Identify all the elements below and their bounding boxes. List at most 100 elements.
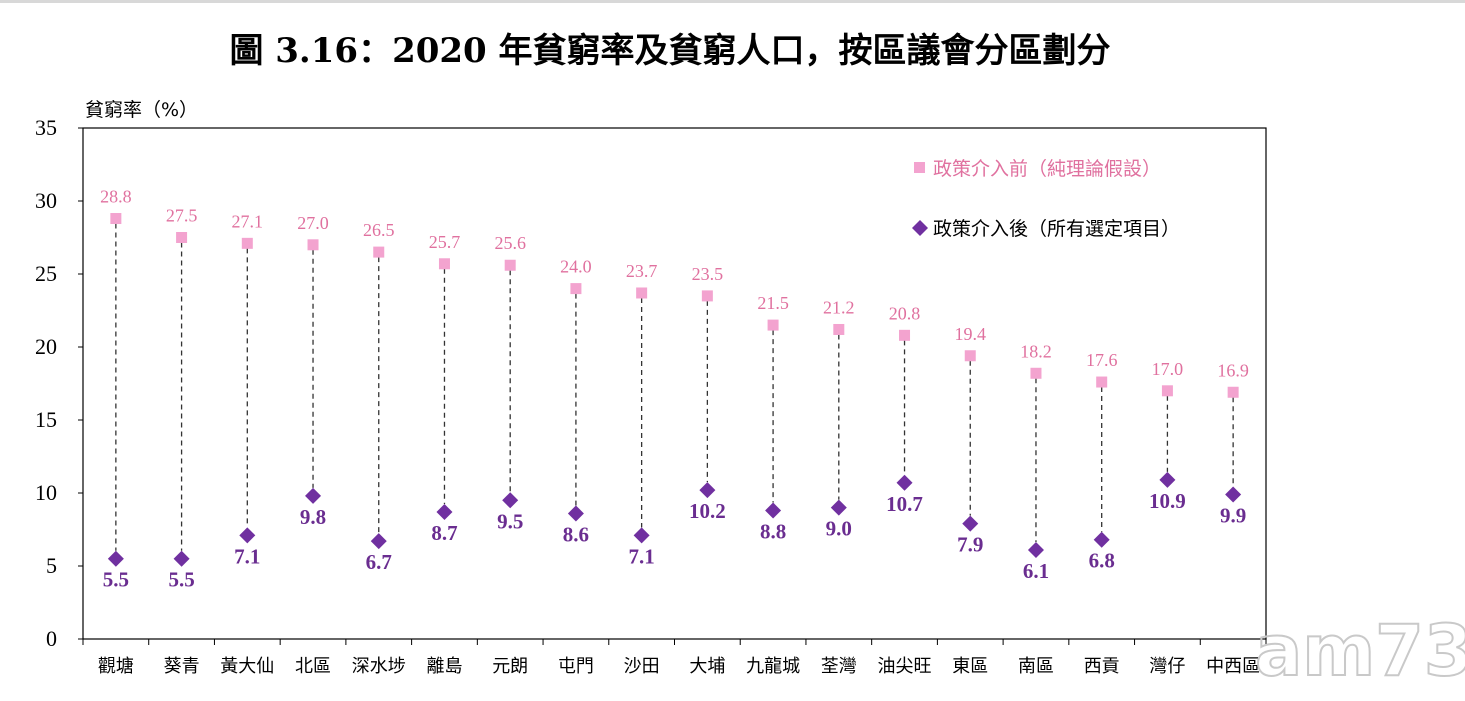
- before-value-label: 21.5: [757, 293, 789, 313]
- before-value-label: 17.6: [1086, 350, 1118, 370]
- before-square-marker: [767, 319, 779, 331]
- before-square-marker: [636, 287, 648, 299]
- after-diamond-marker: [1159, 471, 1176, 488]
- after-diamond-marker: [633, 527, 650, 544]
- x-tick-label: 西貢: [1084, 656, 1120, 677]
- before-square-marker: [438, 258, 450, 270]
- after-diamond-marker: [830, 499, 847, 516]
- after-diamond-marker: [239, 527, 256, 544]
- chart-title: 圖 3.16：2020 年貧窮率及貧窮人口，按區議會分區劃分: [229, 31, 1110, 71]
- after-value-label: 9.5: [497, 509, 523, 533]
- before-square-marker: [833, 323, 845, 335]
- before-square-marker: [1096, 376, 1108, 388]
- after-diamond-marker: [765, 502, 782, 519]
- before-square-marker: [504, 259, 516, 271]
- y-tick-label: 15: [35, 407, 57, 432]
- x-tick-label: 北區: [295, 656, 331, 677]
- x-tick-label: 深水埗: [352, 656, 406, 677]
- after-diamond-marker: [699, 482, 716, 499]
- after-diamond-marker: [962, 515, 979, 532]
- x-tick-label: 元朗: [492, 656, 528, 677]
- after-value-label: 8.7: [431, 521, 457, 545]
- after-diamond-marker: [567, 505, 584, 522]
- before-value-label: 24.0: [560, 257, 592, 277]
- before-series: 28.8 27.5 27.1 27.0 26.5 25.7 25.6 24.0 23.7 23.5…: [100, 187, 1249, 398]
- legend-square-marker: [914, 162, 925, 173]
- before-value-label: 21.2: [823, 297, 855, 317]
- x-tick-label: 灣仔: [1149, 656, 1185, 677]
- y-tick-label: 25: [35, 261, 57, 286]
- before-value-label: 25.7: [429, 232, 461, 252]
- after-value-label: 6.8: [1089, 549, 1115, 573]
- after-value-label: 10.2: [689, 499, 726, 523]
- y-tick-label: 10: [35, 480, 57, 505]
- after-diamond-marker: [1027, 541, 1044, 558]
- before-square-marker: [701, 290, 713, 302]
- after-value-label: 8.8: [760, 520, 786, 544]
- after-value-label: 9.9: [1220, 503, 1246, 527]
- before-value-label: 23.7: [626, 261, 658, 281]
- x-tick-label: 黃大仙: [220, 656, 274, 677]
- after-value-label: 9.0: [826, 517, 852, 541]
- after-diamond-marker: [370, 533, 387, 550]
- before-square-marker: [899, 329, 911, 341]
- before-value-label: 19.4: [955, 324, 987, 344]
- y-tick-label: 35: [35, 115, 57, 140]
- after-value-label: 5.5: [168, 568, 194, 592]
- before-square-marker: [110, 213, 122, 225]
- x-tick-label: 葵青: [164, 656, 200, 677]
- after-value-label: 7.9: [957, 533, 983, 557]
- after-value-label: 6.7: [366, 550, 392, 574]
- after-diamond-marker: [436, 503, 453, 520]
- before-square-marker: [176, 232, 188, 243]
- x-tick-label: 荃灣: [821, 656, 857, 677]
- y-tick-label: 5: [46, 553, 57, 578]
- after-diamond-marker: [305, 487, 322, 504]
- before-value-label: 16.9: [1217, 360, 1249, 380]
- top-border-line: [0, 0, 1465, 3]
- before-value-label: 27.0: [297, 213, 329, 233]
- x-tick-label: 九龍城: [746, 656, 800, 677]
- after-diamond-marker: [1093, 531, 1110, 548]
- legend: 政策介入前（純理論假設） 政策介入後（所有選定項目）: [912, 158, 1180, 240]
- dashed-connectors: [115, 223, 1234, 551]
- after-diamond-marker: [502, 492, 519, 509]
- before-value-label: 27.5: [166, 206, 198, 226]
- before-square-marker: [307, 239, 319, 251]
- after-series: 5.5 5.5 7.1 9.8 6.7 8.7 9.5 8.6 7.1 10.2 8.8 9.0 10.…: [103, 471, 1246, 592]
- after-value-label: 7.1: [629, 544, 655, 568]
- legend-label-before: 政策介入前（純理論假設）: [933, 158, 1161, 180]
- before-square-marker: [1227, 386, 1239, 398]
- after-value-label: 6.1: [1023, 559, 1049, 583]
- x-tick-label: 中西區: [1206, 656, 1260, 677]
- before-value-label: 28.8: [100, 187, 132, 207]
- after-value-label: 7.1: [234, 544, 260, 568]
- legend-label-after: 政策介入後（所有選定項目）: [933, 218, 1180, 240]
- before-value-label: 26.5: [363, 220, 395, 240]
- after-value-label: 9.8: [300, 505, 326, 529]
- y-tick-label: 20: [35, 334, 57, 359]
- before-value-label: 17.0: [1152, 359, 1184, 379]
- y-tick-label: 0: [46, 626, 57, 651]
- x-tick-label: 沙田: [624, 656, 660, 677]
- x-axis-ticks: 觀塘 葵青 黃大仙 北區 深水埗 離島 元朗 屯門 沙田 大埔 九龍城 荃灣 油尖旺 東區 南區 西貢 灣仔 中西…: [82, 639, 1267, 677]
- before-value-label: 20.8: [889, 303, 921, 323]
- after-value-label: 10.9: [1149, 489, 1186, 513]
- before-square-marker: [373, 246, 385, 258]
- after-value-label: 10.7: [886, 492, 923, 516]
- after-value-label: 5.5: [103, 568, 129, 592]
- before-square-marker: [964, 350, 976, 362]
- y-tick-label: 30: [35, 188, 57, 213]
- after-value-label: 8.6: [563, 522, 589, 546]
- x-tick-label: 屯門: [558, 656, 594, 677]
- x-tick-label: 離島: [426, 656, 462, 677]
- x-tick-label: 觀塘: [98, 656, 134, 677]
- y-axis-label: 貧窮率（%）: [85, 99, 198, 121]
- after-diamond-marker: [896, 474, 913, 491]
- before-square-marker: [1161, 385, 1173, 397]
- legend-diamond-marker: [912, 220, 928, 236]
- before-value-label: 25.6: [494, 233, 526, 253]
- watermark-logo: am730: [1255, 610, 1465, 692]
- after-diamond-marker: [173, 550, 190, 567]
